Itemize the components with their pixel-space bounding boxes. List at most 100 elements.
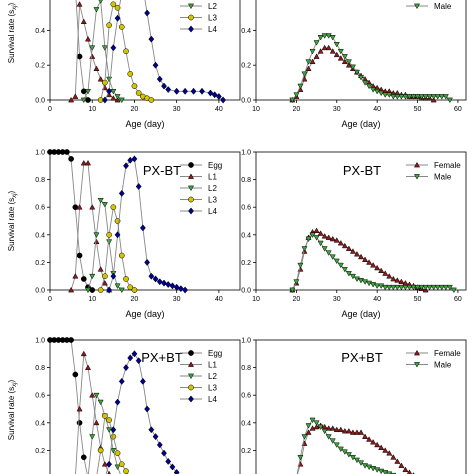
plot-frame [255,339,467,474]
data-point-male [382,284,389,291]
data-point-l4 [177,285,184,293]
data-point-l3 [110,204,117,211]
data-point-l4 [165,280,172,288]
data-point-l3 [102,79,108,86]
series-line-l1 [75,353,110,474]
legend-label-l3: L3 [208,14,217,23]
data-point-l1 [93,238,100,245]
data-point-male [301,246,308,252]
data-point-l4 [152,61,159,69]
data-point-male [450,287,457,294]
data-point-female [325,234,332,240]
data-point-male [289,287,296,294]
data-point-female [353,429,360,435]
data-point-l4 [123,162,129,170]
chart-panel-bot-right: 0.2 0.4 0.6 0.8 1.0 PX+BT Female Male [241,338,467,474]
data-point-l3 [102,273,108,280]
data-point-male [313,40,320,46]
legend-marker-male [413,3,421,10]
data-point-l3 [123,48,129,55]
legend-label-egg: Egg [208,349,222,358]
data-point-male [378,90,385,97]
data-point-male [341,266,348,273]
data-point-male [317,35,324,41]
legend: Egg L1 L2 L3 L4 [180,161,222,216]
data-point-female [398,462,405,468]
data-point-male [370,87,377,93]
chart-panel-mid-left: 0.0 0.2 0.4 0.6 0.8 1.0 0 10 20 30 40 Age (day) Surv… [7,149,241,319]
legend-marker-l4 [188,207,194,215]
data-point-l4 [161,279,167,287]
data-point-l4 [190,87,197,95]
data-point-female [357,253,365,260]
data-point-l2 [106,239,113,245]
data-point-l1 [93,65,100,72]
data-point-male [349,454,356,461]
data-point-male [357,460,365,466]
data-point-l4 [110,272,117,280]
data-point-l4 [114,14,121,22]
data-point-l1 [97,76,104,82]
y-tick-label: 1.0 [35,338,45,345]
data-point-l2 [114,283,121,289]
data-point-l4 [148,426,155,434]
data-point-female [341,58,348,65]
data-point-male [426,284,433,291]
y-axis-label: Survival rate (sxj) [7,379,18,440]
series-line-egg [50,339,88,474]
legend-label-l4: L4 [208,395,217,404]
data-point-l3 [106,22,112,29]
data-point-l4 [144,258,151,266]
data-point-egg [76,252,83,259]
data-point-male [394,94,401,100]
data-point-l4 [135,182,142,191]
data-point-l3 [114,450,121,457]
data-point-female [394,458,401,464]
data-point-male [341,449,348,455]
legend-marker-female [413,161,421,168]
data-point-male [345,452,352,458]
data-point-l1 [89,53,96,59]
data-point-l3 [110,1,117,8]
data-point-l4 [161,449,167,457]
plot-frame [49,151,241,291]
data-point-male [446,97,453,104]
panel-title: PX+BT [141,350,183,365]
data-point-female [337,426,344,433]
data-point-male [414,94,421,100]
y-tick-label: 0.4 [241,28,251,35]
data-point-female [321,233,328,239]
x-tick-label: 30 [333,106,341,113]
data-point-l4 [139,377,146,385]
data-point-male [337,48,344,55]
y-axis-label: Survival rate (sxj) [7,2,18,63]
legend-label-female: Female [434,349,461,358]
legend-marker-l3 [188,196,194,203]
data-point-male [333,442,340,448]
data-point-female [329,235,336,242]
data-point-l2 [80,97,87,104]
x-tick-label: 10 [252,106,260,113]
data-point-female [313,53,320,59]
data-point-male [394,284,401,291]
data-point-male [325,250,332,256]
data-point-female [394,277,401,283]
data-point-female [333,51,340,58]
data-point-male [321,428,328,435]
data-point-male [386,92,393,98]
y-tick-label: 0.2 [241,448,251,455]
data-point-male [386,471,393,474]
data-point-l1 [101,461,108,467]
x-tick-label: 50 [414,106,422,113]
legend-marker-male [413,362,421,368]
series-layer [47,149,189,294]
legend-marker-l1 [187,361,195,367]
y-tick-label: 0.2 [35,260,45,267]
y-tick-label: 0.8 [241,365,251,372]
data-point-egg [68,156,74,162]
data-point-female [349,429,356,435]
data-point-egg [68,337,74,343]
data-point-l1 [93,419,100,426]
plot-frame [255,0,467,101]
data-point-l2 [89,273,96,280]
